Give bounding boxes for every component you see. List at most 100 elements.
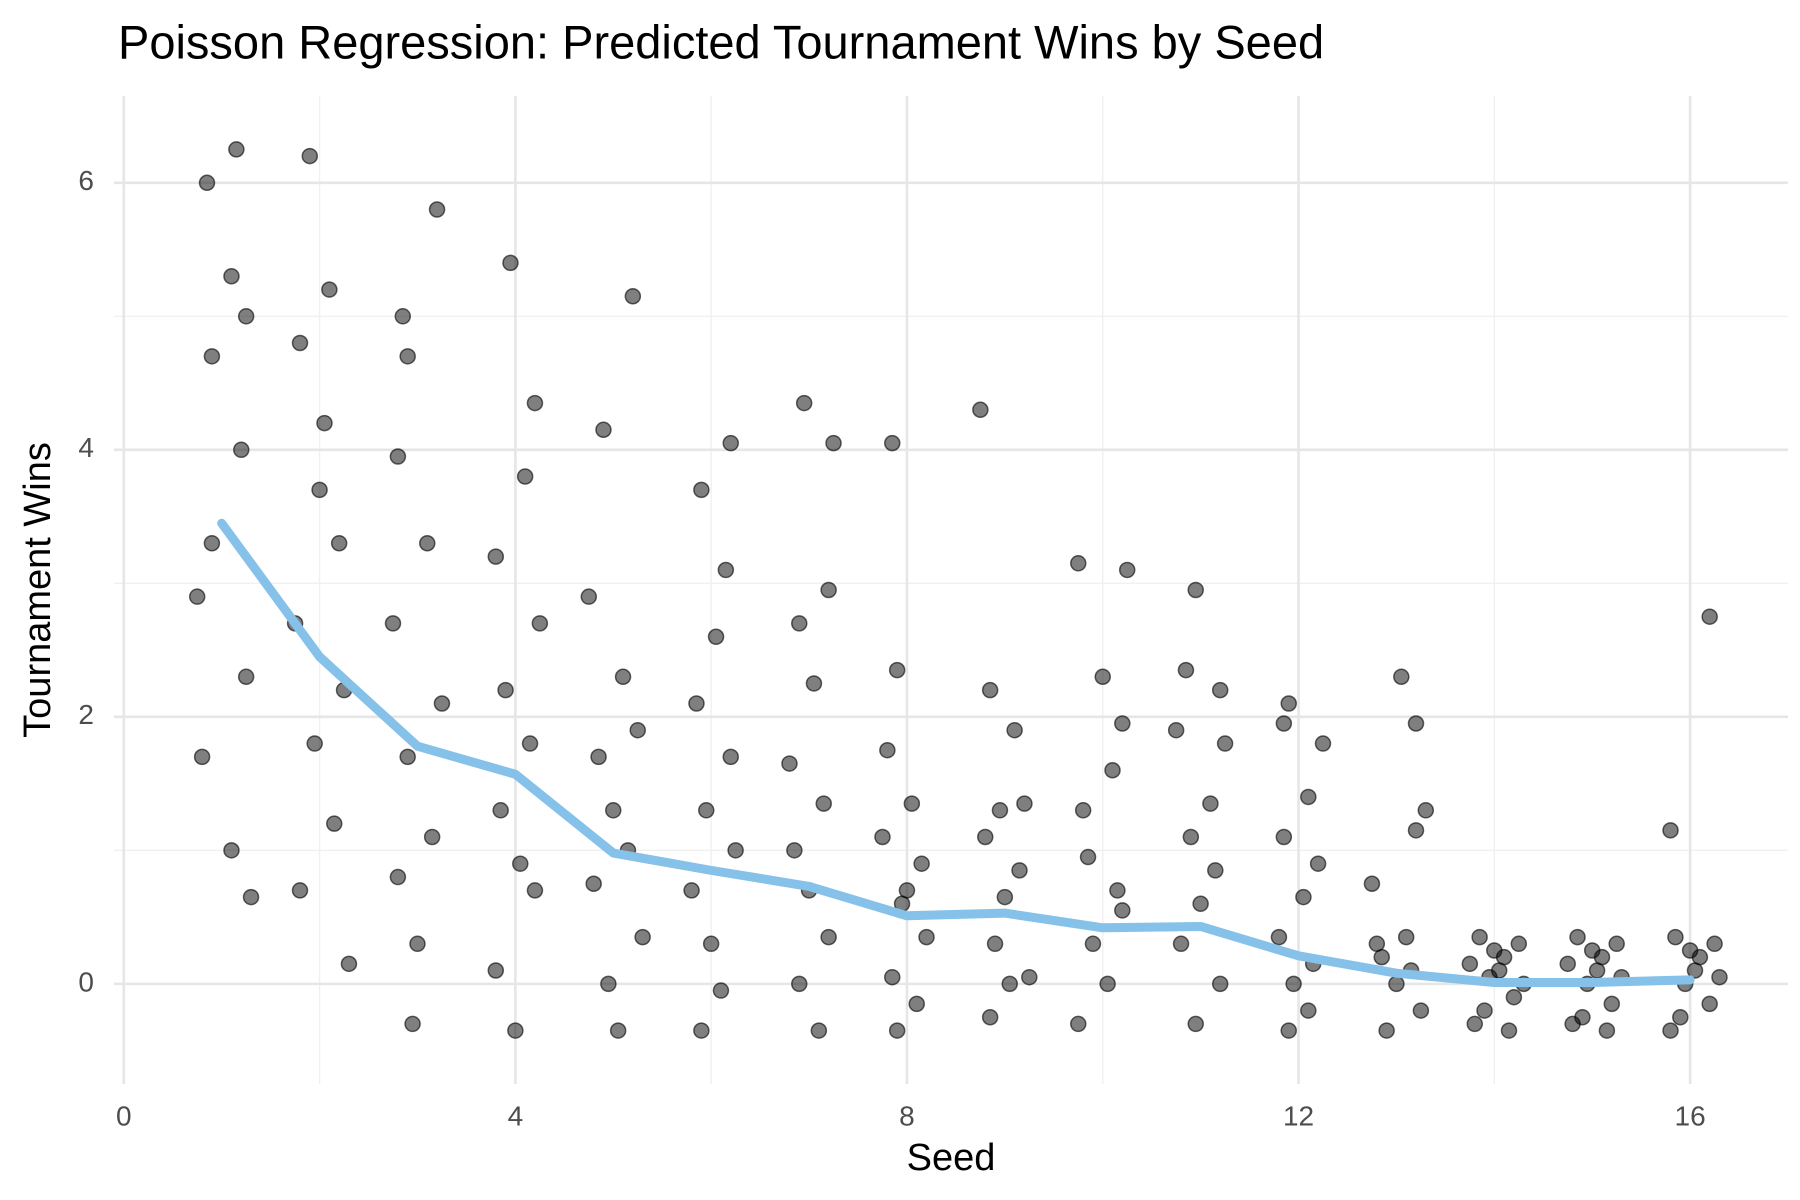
point	[918, 928, 935, 946]
point	[903, 795, 921, 812]
point	[1079, 848, 1097, 866]
point	[233, 441, 250, 459]
y-tick-label: 6	[78, 165, 94, 196]
point	[977, 828, 994, 846]
point	[1397, 928, 1415, 946]
point	[502, 254, 519, 272]
point	[409, 935, 426, 953]
point	[1412, 1002, 1430, 1019]
point	[1510, 935, 1528, 953]
point	[1177, 661, 1195, 679]
point	[1393, 668, 1410, 686]
point	[1016, 795, 1033, 812]
point	[996, 888, 1014, 906]
point	[879, 741, 896, 759]
point	[1368, 935, 1386, 953]
point	[428, 201, 446, 218]
point	[1559, 955, 1576, 973]
point	[815, 795, 832, 812]
point	[330, 535, 348, 552]
point	[193, 748, 211, 766]
point	[1192, 895, 1209, 913]
point	[791, 975, 808, 993]
point	[609, 1022, 627, 1039]
point	[722, 434, 739, 452]
point	[884, 434, 901, 452]
point	[526, 394, 544, 412]
point	[1182, 828, 1200, 846]
point	[1094, 668, 1111, 686]
point	[1574, 1008, 1591, 1026]
point	[1295, 888, 1312, 906]
point	[507, 1022, 524, 1039]
point	[1500, 1022, 1518, 1039]
point	[1407, 822, 1425, 839]
point	[399, 748, 416, 766]
x-tick-label: 8	[899, 1100, 915, 1131]
point	[825, 434, 842, 452]
point	[526, 882, 544, 899]
point	[707, 628, 725, 645]
point	[1187, 581, 1204, 599]
point	[1211, 975, 1229, 993]
point	[1216, 735, 1234, 752]
point	[512, 855, 529, 872]
point	[321, 281, 338, 298]
point	[340, 955, 358, 973]
point	[1202, 795, 1219, 812]
point	[1466, 1015, 1483, 1033]
point	[1667, 928, 1684, 946]
point	[600, 975, 617, 993]
point	[1172, 935, 1190, 953]
point	[585, 875, 602, 892]
point	[605, 802, 622, 819]
point	[1378, 1022, 1395, 1039]
point	[223, 267, 240, 285]
point	[1300, 1002, 1317, 1019]
point	[698, 802, 715, 819]
point	[722, 748, 739, 766]
chart-title: Poisson Regression: Predicted Tournament…	[118, 15, 1324, 68]
y-tick-label: 2	[78, 699, 94, 730]
point	[1280, 1022, 1297, 1039]
point	[590, 748, 607, 766]
point	[1608, 935, 1625, 953]
point	[1207, 862, 1224, 879]
point	[781, 755, 798, 772]
point	[1021, 968, 1038, 986]
point	[1211, 681, 1229, 699]
point	[1167, 721, 1185, 739]
point	[1104, 761, 1121, 779]
plot-area	[114, 96, 1788, 1084]
x-tick-label: 0	[116, 1100, 132, 1131]
point	[1084, 935, 1102, 953]
point	[1314, 735, 1332, 752]
point	[492, 802, 509, 819]
x-tick-label: 4	[508, 1100, 524, 1131]
y-axis-label: Tournament Wins	[17, 442, 59, 738]
point	[913, 855, 930, 872]
point	[1686, 962, 1704, 979]
point	[1662, 1022, 1679, 1039]
point	[1706, 935, 1723, 953]
point	[1505, 988, 1523, 1006]
point	[712, 982, 730, 999]
point	[1114, 902, 1131, 919]
point	[237, 308, 255, 325]
point	[1309, 855, 1327, 872]
point	[1681, 942, 1699, 959]
point	[521, 735, 539, 752]
point	[991, 802, 1009, 819]
point	[908, 995, 925, 1013]
point	[228, 141, 245, 158]
point	[1461, 955, 1479, 973]
point	[316, 414, 333, 432]
point	[1588, 962, 1606, 979]
point	[203, 535, 221, 552]
point	[1471, 928, 1488, 946]
point	[595, 421, 612, 439]
point	[693, 1022, 710, 1039]
point	[805, 675, 823, 692]
point	[1001, 975, 1018, 993]
point	[1672, 1008, 1689, 1026]
